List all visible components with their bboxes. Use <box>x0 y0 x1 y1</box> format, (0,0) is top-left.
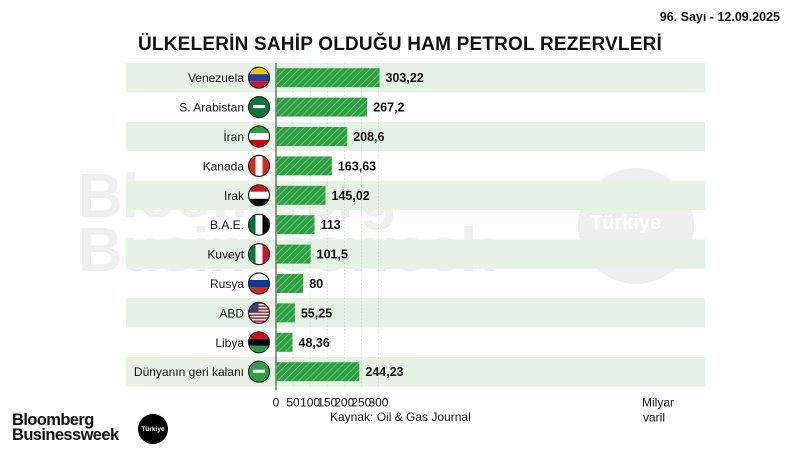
chart-title: ÜLKELERİN SAHİP OLDUĞU HAM PETROL REZERV… <box>138 34 662 55</box>
bar <box>276 303 295 323</box>
globe-icon <box>247 360 271 383</box>
value-label: 145,02 <box>332 189 370 203</box>
bar <box>276 244 311 264</box>
value-label: 163,63 <box>338 159 376 173</box>
x-tick-label: 250 <box>351 395 371 409</box>
libya-flag-icon <box>247 331 271 354</box>
row-band <box>126 239 705 269</box>
saudi-arabia-flag-icon <box>247 95 271 119</box>
x-axis-unit: Milyar <box>642 395 674 409</box>
usa-flag-icon <box>247 301 271 324</box>
row-band <box>126 63 705 93</box>
bar <box>276 156 332 176</box>
category-label: ABD <box>219 306 244 320</box>
x-tick-label: 200 <box>334 395 354 409</box>
bar <box>276 274 304 293</box>
value-label: 113 <box>321 218 341 232</box>
category-label: Kanada <box>203 159 245 173</box>
row-band <box>126 121 705 152</box>
bar <box>276 68 380 88</box>
uae-flag-icon <box>247 213 271 236</box>
category-label: Irak <box>224 189 245 203</box>
category-label: Venezuela <box>188 71 244 85</box>
x-axis-unit: varil <box>643 410 665 424</box>
category-label: S. Arabistan <box>179 101 244 115</box>
category-label: Libya <box>215 336 244 350</box>
category-label: B.A.E. <box>210 218 244 232</box>
brand-logo: Bloomberg Businessweek <box>12 411 119 444</box>
bar <box>276 127 348 146</box>
bar <box>276 332 293 352</box>
row-bands <box>126 63 705 387</box>
category-label: Dünyanın geri kalanı <box>134 365 244 379</box>
category-label: İran <box>223 130 244 144</box>
iraq-flag-icon <box>247 184 271 207</box>
x-tick-label: 150 <box>317 395 337 409</box>
bar <box>276 362 360 382</box>
source-note: Kaynak: Oil & Gas Journal <box>330 410 471 424</box>
iran-flag-icon <box>247 125 271 148</box>
bar <box>276 215 315 235</box>
bars <box>276 68 380 382</box>
value-label: 267,2 <box>373 101 404 115</box>
x-tick-label: 50 <box>286 395 300 409</box>
venezuela-flag-icon <box>247 66 271 89</box>
value-label: 244,23 <box>365 365 403 379</box>
bar <box>276 97 368 117</box>
value-label: 80 <box>309 277 323 291</box>
bar <box>276 185 326 205</box>
row-band <box>126 357 705 387</box>
value-label: 303,22 <box>386 71 424 85</box>
labels: Venezuela 303,22 S. Arabistan 267,2 İran 208,… <box>134 66 424 383</box>
brand-badge: Türkiye <box>138 414 168 444</box>
x-tick-label: 0 <box>273 395 280 409</box>
value-label: 101,5 <box>317 248 348 262</box>
x-tick-label: 100 <box>300 395 320 409</box>
category-label: Rusya <box>210 277 244 291</box>
value-label: 208,6 <box>353 130 384 144</box>
row-band <box>126 180 705 210</box>
value-label: 48,36 <box>299 336 330 350</box>
category-label: Kuveyt <box>207 248 244 262</box>
row-band <box>126 298 705 328</box>
issue-date: 96. Sayı - 12.09.2025 <box>659 10 780 24</box>
x-tick-label: 300 <box>368 395 388 409</box>
canada-flag-icon <box>247 154 271 177</box>
kuwait-flag-icon <box>247 243 271 266</box>
russia-flag-icon <box>247 272 271 295</box>
value-label: 55,25 <box>301 306 332 320</box>
